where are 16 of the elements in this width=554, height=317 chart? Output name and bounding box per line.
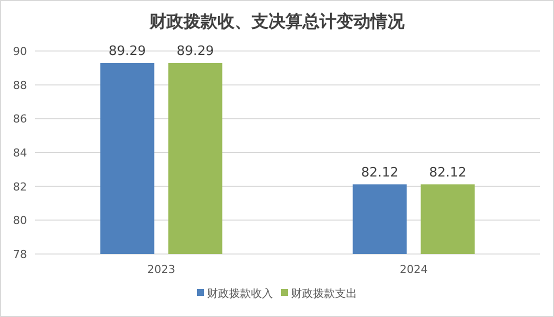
y-tick-label: 82	[13, 180, 27, 194]
y-tick-label: 80	[13, 214, 27, 228]
y-tick-label: 86	[13, 112, 27, 126]
legend-label: 财政拨款支出	[291, 287, 357, 300]
y-tick-label: 84	[13, 146, 27, 160]
y-tick-label: 78	[13, 248, 27, 261]
data-label: 82.12	[361, 165, 398, 180]
x-tick-label: 2023	[147, 263, 176, 276]
data-label: 82.12	[429, 165, 466, 180]
x-tick-label: 2024	[400, 263, 428, 276]
y-tick-label: 90	[13, 45, 27, 58]
legend-label: 财政拨款收入	[207, 287, 273, 300]
data-label: 89.29	[176, 44, 214, 60]
y-tick-label: 88	[13, 78, 27, 92]
data-label: 89.29	[108, 44, 146, 60]
chart-title: 财政拨款收、支决算总计变动情况	[148, 12, 406, 32]
